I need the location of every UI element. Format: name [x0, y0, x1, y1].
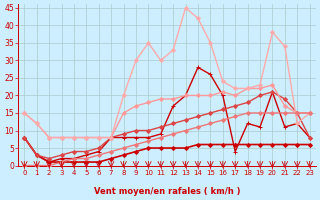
X-axis label: Vent moyen/en rafales ( km/h ): Vent moyen/en rafales ( km/h ): [94, 187, 240, 196]
